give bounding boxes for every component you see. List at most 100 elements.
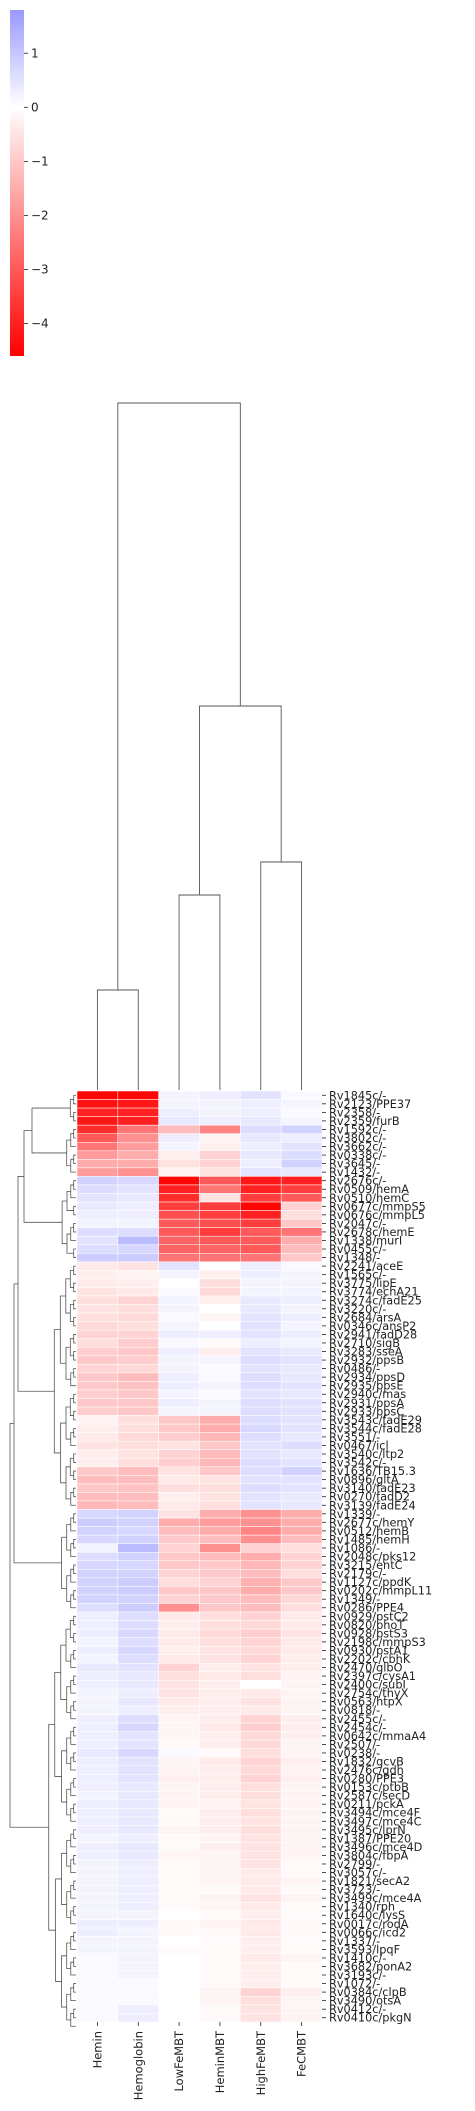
row-label: Rv1845c/- bbox=[329, 1089, 386, 1102]
heatmap-cell bbox=[280, 1432, 323, 1442]
heatmap-cell bbox=[240, 1765, 282, 1775]
heatmap-cell bbox=[240, 1996, 282, 2006]
heatmap-cell bbox=[76, 1970, 119, 1980]
heatmap-cell bbox=[158, 1620, 200, 1630]
heatmap-cell bbox=[199, 1833, 241, 1843]
heatmap-cell bbox=[280, 1731, 323, 1741]
heatmap-cell bbox=[76, 1799, 119, 1809]
heatmap-cell bbox=[240, 1782, 282, 1792]
heatmap-cell bbox=[199, 1124, 241, 1134]
colorbar: 1 0 −1 −2 −3 −4 bbox=[10, 10, 49, 356]
heatmap-cell bbox=[158, 1227, 200, 1237]
heatmap-cell bbox=[240, 1116, 282, 1126]
heatmap-cell bbox=[117, 1415, 159, 1425]
heatmap-cell bbox=[199, 1970, 241, 1980]
heatmap-cell bbox=[280, 1970, 323, 1980]
heatmap-cell bbox=[280, 1987, 323, 1997]
heatmap-cell bbox=[199, 1406, 241, 1416]
heatmap-cell bbox=[280, 1868, 323, 1878]
heatmap-cell bbox=[76, 1688, 119, 1698]
column-label: FeCMBT bbox=[295, 2030, 309, 2077]
heatmap-cell bbox=[280, 1449, 323, 1459]
heatmap-cell bbox=[199, 1090, 241, 1100]
heatmap-cell bbox=[240, 1944, 282, 1954]
heatmap-cell bbox=[240, 1543, 282, 1553]
heatmap-cell bbox=[240, 1235, 282, 1245]
heatmap-cell bbox=[280, 1201, 323, 1211]
heatmap-cell bbox=[117, 1483, 159, 1493]
heatmap-cell bbox=[117, 1663, 159, 1673]
row-label: Rv0676c/mmpL5 bbox=[329, 1209, 425, 1222]
heatmap-cell bbox=[280, 1090, 323, 1100]
heatmap-cell bbox=[158, 1432, 200, 1442]
heatmap-cell bbox=[117, 1594, 159, 1604]
row-dendrogram-link bbox=[73, 1957, 76, 1967]
heatmap-cell bbox=[240, 1133, 282, 1143]
column-dendrogram-link bbox=[96, 989, 139, 1090]
heatmap-cell bbox=[199, 1765, 241, 1775]
column-label: Hemin bbox=[90, 2031, 104, 2068]
heatmap-cell bbox=[199, 1116, 241, 1126]
row-label: Rv2179c/- bbox=[329, 1568, 386, 1581]
heatmap-cell bbox=[240, 1680, 282, 1690]
heatmap-cell bbox=[76, 1107, 119, 1117]
heatmap-cell bbox=[199, 1218, 241, 1228]
heatmap-cell bbox=[199, 1799, 241, 1809]
heatmap-cell bbox=[280, 1654, 323, 1664]
heatmap-cell bbox=[280, 1210, 323, 1220]
heatmap-cell bbox=[240, 1261, 282, 1271]
row-label: Rv3215/entC bbox=[329, 1559, 403, 1572]
heatmap-cell bbox=[280, 1680, 323, 1690]
row-dendrogram-link bbox=[23, 1130, 63, 1223]
heatmap-cell bbox=[76, 2004, 119, 2014]
heatmap-cell bbox=[240, 1645, 282, 1655]
colorbar-tick-label: −2 bbox=[31, 208, 49, 222]
heatmap-cell bbox=[117, 1526, 159, 1536]
row-dendrogram-link bbox=[31, 1107, 71, 1154]
heatmap-cell bbox=[280, 1116, 323, 1126]
heatmap-cell bbox=[199, 1150, 241, 1160]
row-dendrogram-link bbox=[73, 1129, 76, 1139]
heatmap-cell bbox=[240, 1381, 282, 1391]
heatmap-cell bbox=[76, 1953, 119, 1963]
row-dendrogram-link bbox=[73, 1265, 76, 1276]
heatmap-cell bbox=[117, 1722, 159, 1732]
heatmap-cell bbox=[240, 1731, 282, 1741]
heatmap-cell bbox=[158, 1449, 200, 1459]
heatmap-cell bbox=[158, 1167, 200, 1177]
heatmap-cell bbox=[199, 1731, 241, 1741]
heatmap-cell bbox=[199, 1321, 241, 1331]
heatmap-cell bbox=[158, 1107, 200, 1117]
heatmap-cell bbox=[199, 1235, 241, 1245]
heatmap-cell bbox=[240, 1705, 282, 1715]
heatmap-cell bbox=[280, 1577, 323, 1587]
row-label: Rv3542c/- bbox=[329, 1457, 386, 1470]
heatmap-cell bbox=[199, 1953, 241, 1963]
heatmap-cell bbox=[76, 1509, 119, 1519]
heatmap-cell bbox=[117, 1833, 159, 1843]
heatmap-cell bbox=[76, 1586, 119, 1596]
heatmap-cell bbox=[117, 2004, 159, 2014]
row-label: Rv3662c/- bbox=[329, 1141, 386, 1154]
column-label: HighFeMBT bbox=[254, 2030, 268, 2095]
row-dendrogram-link bbox=[69, 1099, 74, 1118]
heatmap-cell bbox=[280, 1517, 323, 1527]
row-dendrogram-link bbox=[60, 1422, 67, 1484]
heatmap-cell bbox=[199, 1312, 241, 1322]
heatmap-cell bbox=[240, 1603, 282, 1613]
heatmap-cell bbox=[76, 1697, 119, 1707]
heatmap-cell bbox=[158, 1304, 200, 1314]
heatmap-cell bbox=[199, 1979, 241, 1989]
heatmap-cell bbox=[199, 1304, 241, 1314]
row-label: Rv2359/furB bbox=[329, 1115, 400, 1128]
heatmap-cell bbox=[199, 2004, 241, 2014]
heatmap-cell bbox=[199, 1791, 241, 1801]
heatmap-cell bbox=[199, 1184, 241, 1194]
heatmap-cell bbox=[199, 1850, 241, 1860]
heatmap-cell bbox=[240, 1577, 282, 1587]
heatmap-cell bbox=[240, 1551, 282, 1562]
heatmap-cell bbox=[240, 1500, 282, 1510]
row-label: Rv0896/gltA bbox=[329, 1474, 399, 1487]
heatmap-cell bbox=[76, 1637, 119, 1647]
heatmap-cell bbox=[158, 1868, 200, 1878]
